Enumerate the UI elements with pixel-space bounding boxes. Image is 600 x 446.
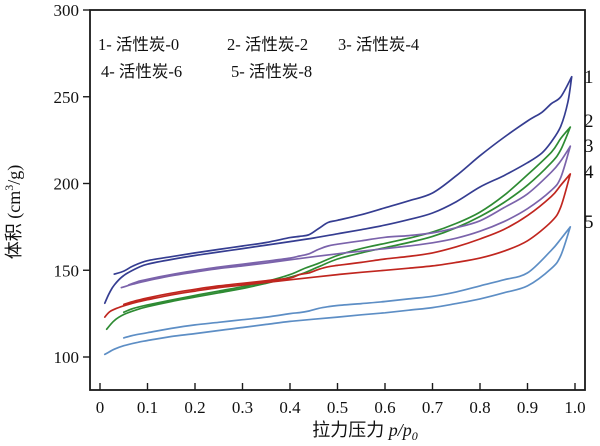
curve-活性炭-6 — [103, 173, 572, 318]
curve-活性炭-4 — [120, 145, 572, 289]
legend-item: 4- 活性炭-6 — [101, 62, 182, 81]
x-tick-label: 0.9 — [517, 398, 538, 417]
y-tick-label: 100 — [54, 348, 80, 367]
curve-number-label-1: 1 — [584, 67, 594, 88]
curve-number-label-5: 5 — [584, 212, 594, 233]
curve-活性炭-0 — [103, 75, 573, 305]
x-tick-label: 0.6 — [374, 398, 395, 417]
y-tick-label: 250 — [54, 88, 80, 107]
legend-item: 3- 活性炭-4 — [338, 35, 419, 54]
x-tick-label: 0.2 — [184, 398, 205, 417]
curve-number-label-2: 2 — [584, 111, 594, 132]
curve-活性炭-8 — [103, 226, 572, 356]
x-tick-label: 1.0 — [564, 398, 585, 417]
y-tick-label: 150 — [54, 261, 80, 280]
legend-item: 1- 活性炭-0 — [98, 35, 179, 54]
x-tick-label: 0.7 — [422, 398, 444, 417]
x-tick-label: 0.5 — [327, 398, 348, 417]
y-axis: 100 150 200 250 300 — [54, 1, 90, 367]
legend: 1- 活性炭-0 2- 活性炭-2 3- 活性炭-4 4- 活性炭-6 5- 活性炭-8 — [98, 35, 419, 81]
y-tick-label: 200 — [54, 175, 80, 194]
curve-number-label-3: 3 — [584, 136, 594, 157]
y-axis-title: 体积 (cm3/g) — [2, 165, 25, 259]
x-axis-title: 拉力压力 p/p0 — [312, 420, 418, 443]
x-tick-label: 0.1 — [137, 398, 158, 417]
y-tick-label: 300 — [54, 1, 80, 20]
x-tick-label: 0.4 — [279, 398, 301, 417]
curve-number-label-4: 4 — [584, 162, 594, 183]
x-axis: 0 0.1 0.2 0.3 0.4 0.5 0.6 0.7 0.8 0.9 1.0 — [96, 383, 586, 417]
x-tick-label: 0.8 — [469, 398, 490, 417]
legend-item: 2- 活性炭-2 — [227, 35, 308, 54]
legend-item: 5- 活性炭-8 — [231, 62, 312, 81]
x-tick-label: 0 — [96, 398, 105, 417]
curve-活性炭-2 — [105, 126, 572, 331]
x-tick-label: 0.3 — [232, 398, 253, 417]
